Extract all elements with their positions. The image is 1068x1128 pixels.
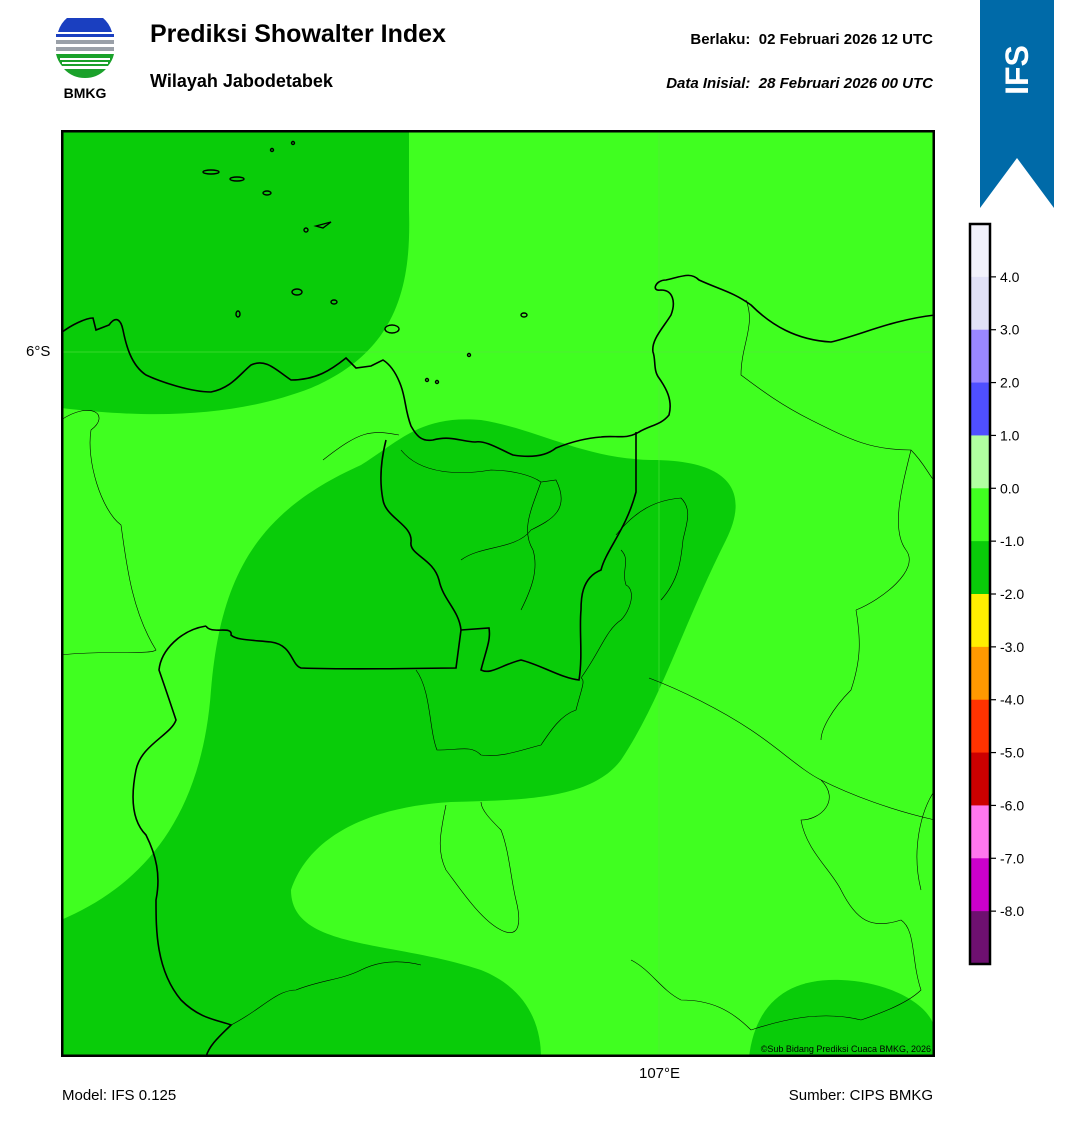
init-time: Data Inisial: 28 Februari 2026 00 UTC bbox=[666, 75, 933, 92]
colorbar-segment bbox=[970, 541, 990, 595]
latitude-label: 6°S bbox=[26, 343, 51, 360]
bmkg-logo-icon: BMKG bbox=[56, 18, 114, 101]
colorbar-tick-label: -7.0 bbox=[1000, 850, 1024, 866]
longitude-label: 107°E bbox=[639, 1065, 681, 1082]
colorbar-segments bbox=[970, 224, 990, 965]
colorbar-tick-label: -8.0 bbox=[1000, 903, 1024, 919]
colorbar-tick-label: -3.0 bbox=[1000, 639, 1024, 655]
colorbar-tick-label: -2.0 bbox=[1000, 586, 1024, 602]
map-frame bbox=[61, 130, 935, 1057]
colorbar-tick-label: 1.0 bbox=[1000, 427, 1020, 443]
ribbon-text: IFS bbox=[999, 45, 1035, 95]
islands bbox=[202, 140, 528, 385]
colorbar: 4.0 3.0 2.0 1.0 0.0 -1.0 -2.0 -3.0 -4.0 -5.0 -6.0 -… bbox=[968, 222, 1024, 966]
init-value: 28 Februari 2026 00 UTC bbox=[758, 75, 933, 92]
colorbar-segment bbox=[970, 911, 990, 965]
map-copyright: ©Sub Bidang Prediksi Cuaca BMKG, 2026 bbox=[761, 1044, 931, 1054]
colorbar-tick-label: -4.0 bbox=[1000, 692, 1024, 708]
colorbar-tick-label: 4.0 bbox=[1000, 269, 1020, 285]
valid-value: 02 Februari 2026 12 UTC bbox=[758, 31, 933, 48]
model-info: Model: IFS 0.125 bbox=[62, 1087, 177, 1104]
colorbar-tick-label: -6.0 bbox=[1000, 797, 1024, 813]
colorbar-segment bbox=[970, 435, 990, 489]
contour-region-northwest bbox=[61, 130, 410, 415]
colorbar-segment bbox=[970, 858, 990, 912]
colorbar-segment bbox=[970, 594, 990, 648]
colorbar-segment bbox=[970, 699, 990, 754]
contour-region-central bbox=[61, 419, 736, 1057]
colorbar-segment bbox=[970, 224, 990, 278]
colorbar-ticks: 4.0 3.0 2.0 1.0 0.0 -1.0 -2.0 -3.0 -4.0 -5.0 -6.0 -… bbox=[990, 269, 1024, 919]
valid-time: Berlaku: 02 Februari 2026 12 UTC bbox=[690, 31, 933, 48]
colorbar-segment bbox=[970, 805, 990, 859]
colorbar-segment bbox=[970, 329, 990, 384]
colorbar-tick-label: 2.0 bbox=[1000, 375, 1020, 391]
page-title: Prediksi Showalter Index bbox=[150, 20, 446, 48]
ifs-ribbon: IFS bbox=[980, 0, 1054, 208]
colorbar-tick-label: -5.0 bbox=[1000, 745, 1024, 761]
logo-text: BMKG bbox=[64, 85, 107, 101]
regency-boundaries bbox=[61, 299, 935, 1031]
page-subtitle: Wilayah Jabodetabek bbox=[150, 71, 333, 91]
colorbar-segment bbox=[970, 382, 990, 436]
province-boundary bbox=[205, 439, 462, 670]
province-boundary-east bbox=[460, 432, 637, 681]
colorbar-segment bbox=[970, 276, 990, 331]
colorbar-tick-label: 3.0 bbox=[1000, 322, 1020, 338]
colorbar-segment bbox=[970, 752, 990, 806]
colorbar-segment bbox=[970, 488, 990, 542]
coastline bbox=[61, 274, 935, 458]
ribbon-shape bbox=[980, 0, 1054, 208]
colorbar-tick-label: 0.0 bbox=[1000, 480, 1020, 496]
colorbar-segment bbox=[970, 646, 990, 701]
source-info: Sumber: CIPS BMKG bbox=[788, 1087, 933, 1104]
colorbar-tick-label: -1.0 bbox=[1000, 533, 1024, 549]
init-label: Data Inisial: bbox=[666, 75, 751, 92]
valid-label: Berlaku: bbox=[690, 31, 751, 48]
showalter-index-map: ©Sub Bidang Prediksi Cuaca BMKG, 2026 bbox=[61, 130, 935, 1057]
province-boundary-west bbox=[132, 625, 233, 1057]
contour-region-southeast bbox=[749, 979, 935, 1057]
